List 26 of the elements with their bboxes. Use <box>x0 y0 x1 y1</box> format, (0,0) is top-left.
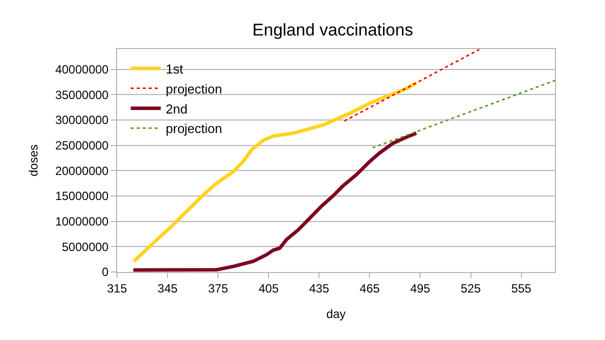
y-tick-label: 25000000 <box>55 138 109 152</box>
x-tick-label: 375 <box>208 281 228 296</box>
y-tick-label: 5000000 <box>62 240 109 254</box>
y-axis-title: doses <box>26 144 41 177</box>
x-tick-label: 405 <box>258 281 279 296</box>
y-tick-label: 10000000 <box>55 214 109 229</box>
y-tick-label: 40000000 <box>55 62 109 76</box>
x-tick-label: 435 <box>309 281 330 296</box>
y-tick-label: 35000000 <box>55 88 109 102</box>
y-tick-label: 0 <box>102 265 109 280</box>
legend-label: 1st <box>166 61 184 76</box>
x-axis-title: day <box>326 307 346 321</box>
x-tick-label: 525 <box>460 281 482 296</box>
x-tick-label: 315 <box>106 281 128 296</box>
y-tick-label: 20000000 <box>55 164 109 178</box>
chart-title: England vaccinations <box>252 20 414 40</box>
y-tick-label: 15000000 <box>55 189 109 204</box>
x-tick-label: 495 <box>410 281 431 296</box>
x-tick-label: 345 <box>158 281 178 296</box>
y-tick-label: 30000000 <box>55 113 109 128</box>
line-series <box>132 81 418 264</box>
legend-label: 2nd <box>166 101 188 116</box>
x-tick-label: 555 <box>511 281 532 296</box>
legend-label: projection <box>166 81 222 96</box>
legend-label: projection <box>166 121 222 136</box>
x-tick-label: 465 <box>360 281 380 296</box>
